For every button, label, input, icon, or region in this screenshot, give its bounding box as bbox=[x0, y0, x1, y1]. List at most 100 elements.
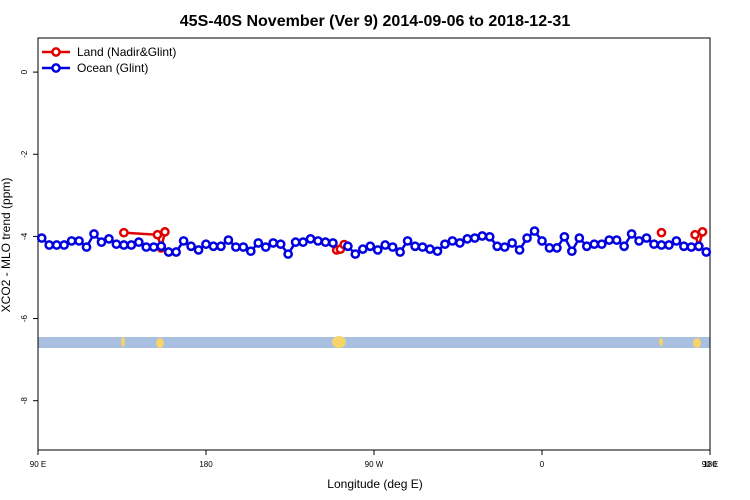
data-point bbox=[619, 241, 629, 252]
series bbox=[36, 226, 712, 259]
data-point bbox=[507, 238, 517, 248]
data-point bbox=[522, 233, 532, 243]
data-point bbox=[141, 242, 152, 252]
data-point bbox=[529, 226, 540, 236]
data-point bbox=[208, 241, 219, 252]
data-point bbox=[440, 239, 450, 250]
data-point bbox=[701, 247, 712, 257]
data-point bbox=[559, 231, 570, 242]
data-point bbox=[567, 246, 577, 257]
data-point bbox=[462, 234, 473, 244]
data-point bbox=[372, 245, 383, 255]
data-point bbox=[126, 240, 137, 250]
data-point bbox=[656, 240, 667, 250]
land-patch bbox=[693, 338, 701, 348]
data-point bbox=[402, 236, 413, 246]
data-point bbox=[160, 227, 170, 237]
data-point bbox=[641, 233, 652, 243]
data-point bbox=[686, 242, 697, 252]
data-point bbox=[537, 236, 547, 246]
x-tick-label: 90 W bbox=[365, 460, 384, 469]
data-point bbox=[514, 245, 525, 255]
data-point bbox=[417, 242, 428, 252]
data-point bbox=[119, 227, 129, 238]
data-point bbox=[268, 238, 279, 248]
data-point bbox=[193, 245, 204, 255]
data-point bbox=[697, 227, 708, 237]
data-point bbox=[152, 229, 163, 240]
data-point bbox=[119, 240, 129, 250]
data-point bbox=[231, 242, 241, 252]
y-tick-label: 0 bbox=[20, 69, 29, 74]
data-point bbox=[477, 231, 488, 241]
x-tick-label: 180 bbox=[703, 460, 717, 469]
data-point bbox=[469, 233, 480, 243]
data-point bbox=[216, 241, 226, 252]
data-point bbox=[74, 236, 84, 246]
data-point bbox=[649, 239, 659, 250]
data-point bbox=[320, 237, 331, 248]
data-point bbox=[223, 235, 234, 245]
data-point bbox=[96, 237, 107, 248]
legend-label: Land (Nadir&Glint) bbox=[77, 45, 176, 59]
data-point bbox=[133, 237, 144, 248]
data-point bbox=[589, 239, 600, 250]
x-tick-label: 90 E bbox=[30, 460, 46, 469]
data-point bbox=[260, 242, 271, 252]
data-point bbox=[171, 247, 181, 257]
legend-marker bbox=[51, 47, 61, 57]
data-point bbox=[552, 243, 562, 253]
land-patch bbox=[121, 337, 125, 347]
data-point bbox=[690, 229, 700, 240]
data-point bbox=[484, 231, 495, 242]
x-tick-label: 90 E bbox=[702, 460, 718, 469]
data-point bbox=[664, 240, 674, 250]
data-point bbox=[425, 244, 435, 254]
x-tick-label: 180 bbox=[199, 460, 213, 469]
data-point bbox=[51, 240, 62, 250]
data-point bbox=[492, 241, 503, 252]
data-point bbox=[81, 242, 92, 252]
data-point bbox=[455, 238, 465, 248]
data-point bbox=[596, 239, 607, 250]
y-axis-label: XCO2 - MLO trend (ppm) bbox=[0, 178, 13, 313]
data-point bbox=[350, 249, 361, 259]
data-point bbox=[36, 233, 47, 243]
data-point bbox=[432, 246, 443, 257]
data-point bbox=[611, 235, 622, 245]
chart-title: 45S-40S November (Ver 9) 2014-09-06 to 2… bbox=[180, 13, 571, 30]
data-point bbox=[313, 236, 323, 246]
legend: Land (Nadir&Glint) Ocean (Glint) bbox=[42, 45, 176, 75]
data-point bbox=[186, 241, 196, 252]
data-point bbox=[156, 241, 167, 252]
ocean-strip bbox=[38, 337, 710, 348]
data-point bbox=[163, 247, 174, 257]
data-point bbox=[634, 236, 644, 246]
data-point bbox=[604, 235, 615, 245]
x-axis-label: Longitude (deg E) bbox=[327, 477, 422, 491]
data-point bbox=[581, 241, 592, 252]
data-point bbox=[499, 242, 510, 252]
data-point bbox=[365, 241, 376, 252]
data-point bbox=[387, 242, 398, 252]
data-point bbox=[44, 240, 55, 250]
data-point bbox=[693, 241, 704, 252]
y-tick-label: -6 bbox=[20, 314, 29, 322]
data-point bbox=[238, 242, 249, 252]
data-point bbox=[380, 240, 391, 250]
data-point bbox=[253, 238, 264, 248]
data-point bbox=[679, 241, 689, 252]
x-tick-label: 0 bbox=[540, 460, 545, 469]
land-patch bbox=[659, 338, 663, 346]
data-point bbox=[395, 247, 405, 257]
data-point bbox=[410, 241, 420, 252]
land-patch bbox=[156, 338, 164, 348]
data-point bbox=[66, 236, 77, 246]
data-point bbox=[626, 229, 637, 239]
y-tick-label: -8 bbox=[20, 397, 29, 405]
data-point bbox=[305, 234, 316, 244]
legend-marker bbox=[51, 63, 61, 73]
data-point bbox=[245, 246, 256, 257]
y-tick-label: -2 bbox=[20, 150, 29, 158]
